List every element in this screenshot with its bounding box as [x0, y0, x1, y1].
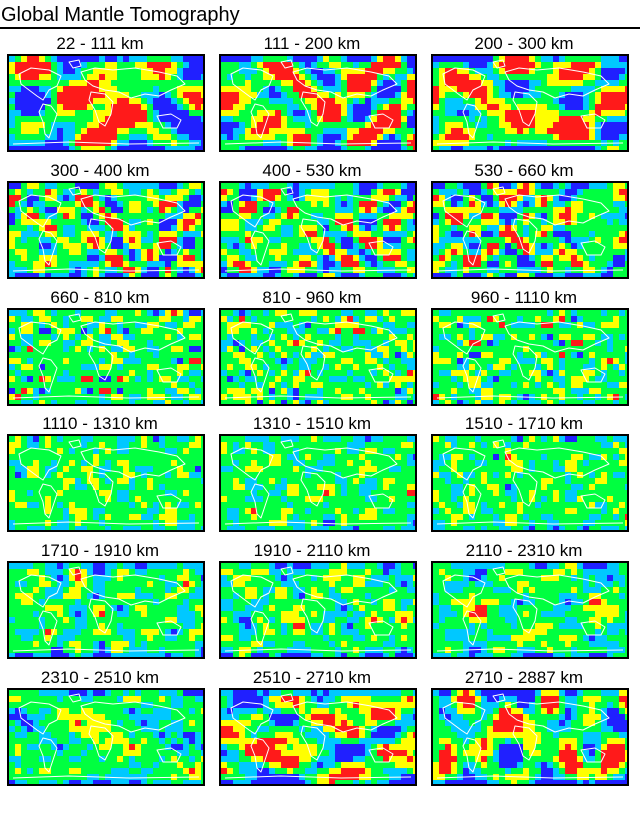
anomaly-cells	[221, 310, 415, 404]
velocity-anomaly-map	[7, 54, 205, 152]
anomaly-cells	[221, 56, 415, 150]
depth-panel: 1910 - 2110 km	[212, 541, 417, 668]
depth-range-label: 2310 - 2510 km	[40, 668, 160, 687]
coastlines	[436, 313, 624, 399]
coastlines	[224, 439, 412, 525]
velocity-anomaly-map	[431, 434, 629, 532]
coastlines	[12, 186, 200, 272]
anomaly-cells	[9, 436, 203, 530]
depth-panel: 111 - 200 km	[212, 34, 417, 161]
velocity-anomaly-map	[219, 688, 417, 786]
velocity-anomaly-map	[7, 181, 205, 279]
depth-range-label: 200 - 300 km	[474, 34, 574, 53]
velocity-anomaly-map	[431, 561, 629, 659]
depth-range-label: 1710 - 1910 km	[40, 541, 160, 560]
depth-range-label: 111 - 200 km	[263, 34, 361, 53]
anomaly-cells	[221, 436, 415, 530]
velocity-anomaly-map	[7, 308, 205, 406]
anomaly-cells	[433, 563, 627, 657]
depth-panel: 960 - 1110 km	[424, 288, 629, 415]
page-title: Global Mantle Tomography	[1, 4, 240, 26]
coastlines	[436, 566, 624, 652]
anomaly-cells	[9, 56, 203, 150]
coastlines	[12, 566, 200, 652]
depth-range-label: 2110 - 2310 km	[465, 541, 583, 560]
coastlines	[224, 186, 412, 272]
depth-range-label: 960 - 1110 km	[470, 288, 578, 307]
depth-panel: 200 - 300 km	[424, 34, 629, 161]
anomaly-cells	[433, 56, 627, 150]
depth-range-label: 400 - 530 km	[262, 161, 362, 180]
title-divider	[0, 27, 640, 29]
coastlines	[224, 313, 412, 399]
coastlines	[12, 439, 200, 525]
depth-range-label: 810 - 960 km	[262, 288, 362, 307]
depth-range-label: 660 - 810 km	[50, 288, 150, 307]
depth-range-label: 2510 - 2710 km	[252, 668, 372, 687]
coastlines	[436, 59, 624, 145]
coastlines	[224, 566, 412, 652]
depth-range-label: 530 - 660 km	[474, 161, 574, 180]
velocity-anomaly-map	[431, 181, 629, 279]
depth-panel: 2510 - 2710 km	[212, 668, 417, 795]
velocity-anomaly-map	[219, 308, 417, 406]
coastlines	[436, 186, 624, 272]
depth-range-label: 1910 - 2110 km	[253, 541, 371, 560]
depth-panel: 22 - 111 km	[0, 34, 205, 161]
anomaly-cells	[9, 310, 203, 404]
depth-panel: 1110 - 1310 km	[0, 414, 205, 541]
depth-panel: 2310 - 2510 km	[0, 668, 205, 795]
depth-panel: 2710 - 2887 km	[424, 668, 629, 795]
anomaly-cells	[433, 310, 627, 404]
coastlines	[436, 439, 624, 525]
velocity-anomaly-map	[7, 561, 205, 659]
anomaly-cells	[221, 563, 415, 657]
depth-range-label: 1310 - 1510 km	[252, 414, 372, 433]
velocity-anomaly-map	[219, 54, 417, 152]
anomaly-cells	[221, 690, 415, 784]
depth-panel: 660 - 810 km	[0, 288, 205, 415]
depth-panel: 530 - 660 km	[424, 161, 629, 288]
depth-range-label: 2710 - 2887 km	[464, 668, 584, 687]
velocity-anomaly-map	[219, 181, 417, 279]
depth-panel: 300 - 400 km	[0, 161, 205, 288]
depth-panel: 1310 - 1510 km	[212, 414, 417, 541]
anomaly-cells	[221, 183, 415, 277]
anomaly-cells	[9, 183, 203, 277]
depth-panel: 1510 - 1710 km	[424, 414, 629, 541]
velocity-anomaly-map	[219, 561, 417, 659]
coastlines	[224, 693, 412, 779]
velocity-anomaly-map	[7, 688, 205, 786]
depth-range-label: 1110 - 1310 km	[42, 414, 158, 433]
velocity-anomaly-map	[431, 688, 629, 786]
depth-range-label: 1510 - 1710 km	[464, 414, 584, 433]
anomaly-cells	[9, 563, 203, 657]
velocity-anomaly-map	[431, 54, 629, 152]
velocity-anomaly-map	[431, 308, 629, 406]
coastlines	[12, 693, 200, 779]
coastlines	[12, 59, 200, 145]
coastlines	[12, 313, 200, 399]
depth-panel: 1710 - 1910 km	[0, 541, 205, 668]
depth-panel: 2110 - 2310 km	[424, 541, 629, 668]
depth-range-label: 300 - 400 km	[50, 161, 150, 180]
velocity-anomaly-map	[7, 434, 205, 532]
depth-panel: 810 - 960 km	[212, 288, 417, 415]
anomaly-cells	[433, 436, 627, 530]
anomaly-cells	[9, 690, 203, 784]
velocity-anomaly-map	[219, 434, 417, 532]
coastlines	[224, 59, 412, 145]
anomaly-cells	[433, 690, 627, 784]
anomaly-cells	[433, 183, 627, 277]
coastlines	[436, 693, 624, 779]
depth-range-label: 22 - 111 km	[56, 34, 144, 53]
depth-panel: 400 - 530 km	[212, 161, 417, 288]
